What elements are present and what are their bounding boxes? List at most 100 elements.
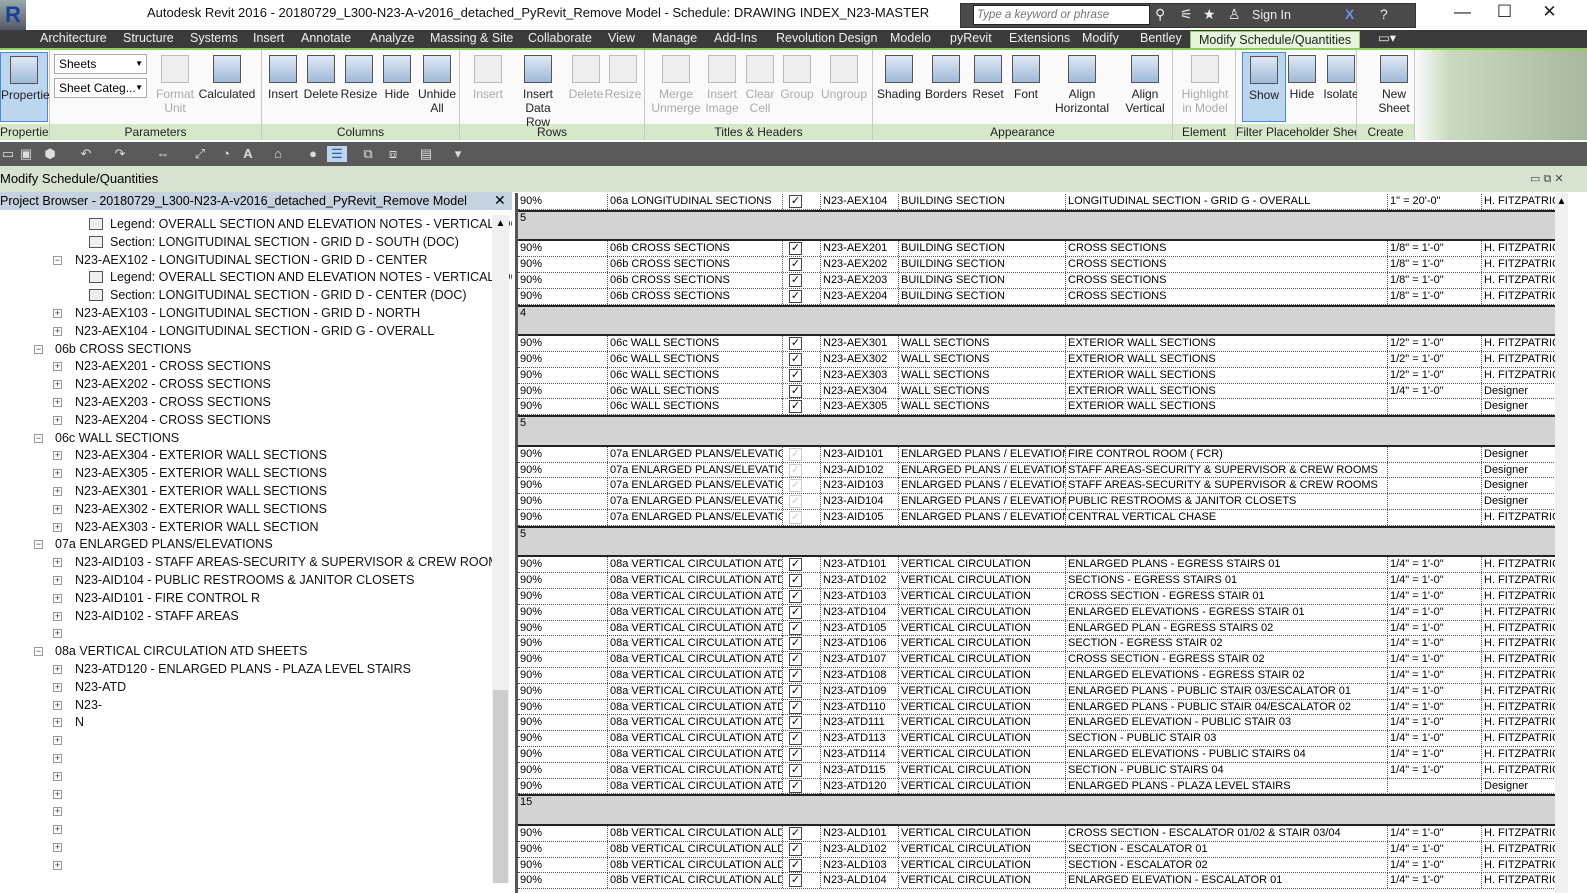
tree-item[interactable]: − 06c WALL SECTIONS bbox=[0, 430, 490, 447]
insert-data-row-button[interactable]: Insert Data Row bbox=[512, 52, 564, 129]
checkbox[interactable]: ✓ bbox=[789, 384, 802, 398]
checkbox[interactable]: ✓ bbox=[789, 242, 802, 256]
include-checkbox-cell[interactable]: ✓ bbox=[783, 367, 821, 383]
include-checkbox-cell[interactable]: ✓ bbox=[783, 636, 821, 652]
tree-item[interactable]: + N23-AID102 - STAFF AREAS bbox=[0, 608, 490, 625]
expand-icon[interactable]: + bbox=[53, 468, 62, 479]
tab-insert[interactable]: Insert bbox=[253, 31, 285, 45]
collapse-icon[interactable]: − bbox=[34, 343, 43, 354]
expand-icon[interactable]: + bbox=[53, 681, 62, 692]
new-sheet-icon[interactable]: ▤ bbox=[419, 146, 433, 161]
tab-pyrevit[interactable]: pyRevit bbox=[950, 31, 992, 45]
tab-bentley[interactable]: Bentley bbox=[1140, 31, 1182, 45]
checkbox[interactable]: ✓ bbox=[789, 574, 802, 588]
tree-item[interactable]: + bbox=[0, 750, 490, 767]
expand-icon[interactable]: + bbox=[53, 788, 62, 799]
checkbox[interactable]: ✓ bbox=[789, 637, 802, 651]
help-icon[interactable]: ? bbox=[1380, 6, 1388, 22]
checkbox[interactable]: ✓ bbox=[789, 874, 802, 888]
include-checkbox-cell[interactable]: ✓ bbox=[783, 668, 821, 683]
include-checkbox-cell[interactable]: ✓ bbox=[783, 604, 821, 620]
include-checkbox-cell[interactable]: ✓ bbox=[783, 699, 821, 715]
hide-button[interactable]: Hide bbox=[380, 52, 414, 122]
delete-button[interactable]: Delete bbox=[302, 52, 340, 122]
checkbox[interactable]: ✓ bbox=[789, 195, 802, 208]
checkbox[interactable]: ✓ bbox=[789, 337, 802, 351]
expand-icon[interactable]: + bbox=[53, 414, 62, 425]
tab-modify[interactable]: Modify bbox=[1082, 31, 1119, 45]
include-checkbox-cell[interactable]: ✓ bbox=[783, 478, 821, 494]
dimension-icon[interactable]: ⤢ bbox=[194, 146, 206, 161]
scrollbar-thumb[interactable] bbox=[493, 690, 508, 883]
panel-toggle-icon[interactable]: ▭▾ bbox=[1378, 31, 1397, 45]
include-checkbox-cell[interactable]: ✓ bbox=[783, 462, 821, 478]
text-icon[interactable]: A bbox=[243, 146, 253, 161]
include-checkbox-cell[interactable]: ✓ bbox=[783, 446, 821, 462]
include-checkbox-cell[interactable]: ✓ bbox=[783, 257, 821, 273]
tag-icon[interactable]: ◔ bbox=[222, 146, 230, 161]
expand-icon[interactable]: + bbox=[53, 361, 62, 372]
open-icon[interactable]: ▭ bbox=[1, 146, 15, 161]
calculated-button[interactable]: Calculated bbox=[198, 52, 256, 122]
tree-item[interactable]: + N23-AEX201 - CROSS SECTIONS bbox=[0, 358, 490, 375]
tree-item[interactable]: + N23-AEX304 - EXTERIOR WALL SECTIONS bbox=[0, 447, 490, 464]
hide-button[interactable]: Hide bbox=[1283, 52, 1321, 122]
checkbox[interactable]: ✓ bbox=[789, 669, 802, 682]
include-checkbox-cell[interactable]: ✓ bbox=[783, 273, 821, 288]
include-checkbox-cell[interactable]: ✓ bbox=[783, 873, 821, 889]
tree-item[interactable]: + N23-AID104 - PUBLIC RESTROOMS & JANITOR… bbox=[0, 572, 490, 589]
tree-item[interactable]: + N23-AEX302 - EXTERIOR WALL SECTIONS bbox=[0, 501, 490, 518]
checkbox[interactable]: ✓ bbox=[789, 842, 802, 856]
binoculars-icon[interactable]: ⚲ bbox=[1155, 6, 1166, 22]
include-checkbox-cell[interactable]: ✓ bbox=[783, 620, 821, 636]
tree-item[interactable]: Section: LONGITUDINAL SECTION - GRID D -… bbox=[0, 287, 490, 304]
tree-item[interactable]: − 06b CROSS SECTIONS bbox=[0, 341, 490, 358]
expand-icon[interactable]: + bbox=[53, 664, 62, 674]
expand-icon[interactable]: + bbox=[53, 308, 62, 318]
close-button[interactable]: ✕ bbox=[1542, 2, 1557, 21]
include-checkbox-cell[interactable]: ✓ bbox=[783, 399, 821, 415]
expand-icon[interactable]: + bbox=[53, 486, 62, 496]
checkbox[interactable]: ✓ bbox=[789, 779, 802, 793]
checkbox[interactable]: ✓ bbox=[789, 700, 802, 714]
resize-button[interactable]: Resize bbox=[340, 52, 378, 122]
include-checkbox-cell[interactable]: ✓ bbox=[783, 747, 821, 762]
expand-icon[interactable]: + bbox=[53, 503, 62, 514]
tree-item[interactable]: + N23-ATD120 - ENLARGED PLANS - PLAZA LEV… bbox=[0, 661, 490, 678]
tree-item[interactable]: + N23-AEX202 - CROSS SECTIONS bbox=[0, 376, 490, 393]
include-checkbox-cell[interactable]: ✓ bbox=[783, 241, 821, 257]
switch-windows-icon[interactable]: ⧈ bbox=[388, 146, 398, 161]
tree-item[interactable]: + N23-AEX204 - CROSS SECTIONS bbox=[0, 412, 490, 429]
thin-lines-icon[interactable]: ☰ bbox=[327, 146, 347, 162]
tree-item[interactable]: + bbox=[0, 768, 490, 785]
tab-view[interactable]: View bbox=[608, 31, 635, 45]
tab-massing-site[interactable]: Massing & Site bbox=[430, 31, 514, 45]
include-checkbox-cell[interactable]: ✓ bbox=[783, 762, 821, 778]
checkbox[interactable]: ✓ bbox=[789, 858, 802, 872]
insert-button[interactable]: Insert bbox=[268, 52, 298, 122]
schedule-scrollbar[interactable]: ▲ bbox=[1555, 193, 1568, 893]
borders-button[interactable]: Borders bbox=[924, 52, 968, 122]
include-checkbox-cell[interactable]: ✓ bbox=[783, 510, 821, 525]
tab-structure[interactable]: Structure bbox=[123, 31, 174, 45]
expand-icon[interactable]: + bbox=[53, 592, 62, 603]
include-checkbox-cell[interactable]: ✓ bbox=[783, 841, 821, 857]
tab-add-ins[interactable]: Add-Ins bbox=[714, 31, 758, 45]
expand-icon[interactable]: + bbox=[53, 717, 62, 728]
3d-view-icon[interactable]: ⌂ bbox=[274, 146, 282, 161]
properties-button[interactable]: Properties bbox=[0, 52, 56, 122]
checkbox[interactable]: ✓ bbox=[789, 258, 802, 272]
tree-item[interactable]: + bbox=[0, 857, 490, 874]
expand-icon[interactable]: + bbox=[53, 824, 62, 835]
checkbox[interactable]: ✓ bbox=[789, 558, 802, 572]
expand-icon[interactable]: + bbox=[53, 859, 62, 870]
checkbox[interactable]: ✓ bbox=[789, 763, 802, 777]
include-checkbox-cell[interactable]: ✓ bbox=[783, 715, 821, 731]
tab-architecture[interactable]: Architecture bbox=[40, 31, 107, 45]
tree-item[interactable]: + N23-AEX103 - LONGITUDINAL SECTION - GRI… bbox=[0, 305, 490, 322]
checkbox[interactable]: ✓ bbox=[789, 748, 802, 761]
expand-icon[interactable]: + bbox=[53, 610, 62, 621]
expand-icon[interactable]: + bbox=[53, 575, 62, 585]
include-checkbox-cell[interactable]: ✓ bbox=[783, 731, 821, 747]
favorites-star-icon[interactable]: ★ bbox=[1203, 6, 1216, 22]
